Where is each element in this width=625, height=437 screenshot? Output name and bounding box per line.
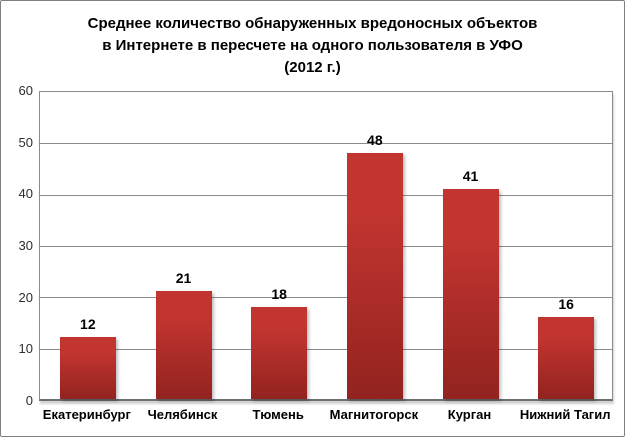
chart-title: Среднее количество обнаруженных вредонос…: [87, 15, 538, 76]
bar-value-label: 48: [367, 131, 383, 148]
gridline: [40, 297, 612, 299]
y-axis-tick-label: 40: [18, 186, 33, 202]
x-axis-category-label: Челябинск: [147, 407, 218, 422]
bar-value-label: 21: [175, 270, 192, 287]
bar-Нижний Тагил: [538, 316, 595, 399]
y-axis-tick-label: 60: [18, 83, 33, 98]
x-axis-category-label: Екатеринбург: [42, 407, 131, 422]
y-axis-tick-label: 10: [18, 341, 33, 357]
bar-Тюмень: [251, 306, 308, 399]
plot-area: 12 21 18 48 41 16: [39, 91, 613, 401]
bar-value-label: 18: [271, 285, 287, 302]
bar-Курган: [442, 188, 499, 399]
x-axis: Екатеринбург Челябинск Тюмень Магнитогорск К…: [39, 407, 613, 422]
gridline: [40, 246, 612, 247]
x-axis-category-label: Курган: [447, 407, 492, 422]
gridline: [40, 194, 612, 196]
bar-value-label: 41: [462, 167, 479, 184]
y-axis-tick-label: 20: [18, 289, 33, 305]
bar-Екатеринбург: [59, 337, 116, 399]
y-axis-tick-label: 50: [18, 134, 33, 150]
bar-Челябинск: [155, 291, 212, 399]
bar-Магнитогорск: [346, 152, 403, 399]
bar-value-label: 12: [80, 316, 96, 333]
x-axis-category-label: Магнитогорск: [329, 407, 419, 422]
gridline: [40, 143, 612, 145]
y-axis-tick-label: 0: [25, 393, 33, 408]
bar-value-label: 16: [558, 295, 574, 312]
y-axis-tick-label: 30: [18, 238, 33, 253]
x-axis-category-label: Нижний Тагил: [519, 407, 611, 422]
x-axis-category-label: Тюмень: [252, 407, 304, 422]
gridline: [40, 348, 612, 350]
